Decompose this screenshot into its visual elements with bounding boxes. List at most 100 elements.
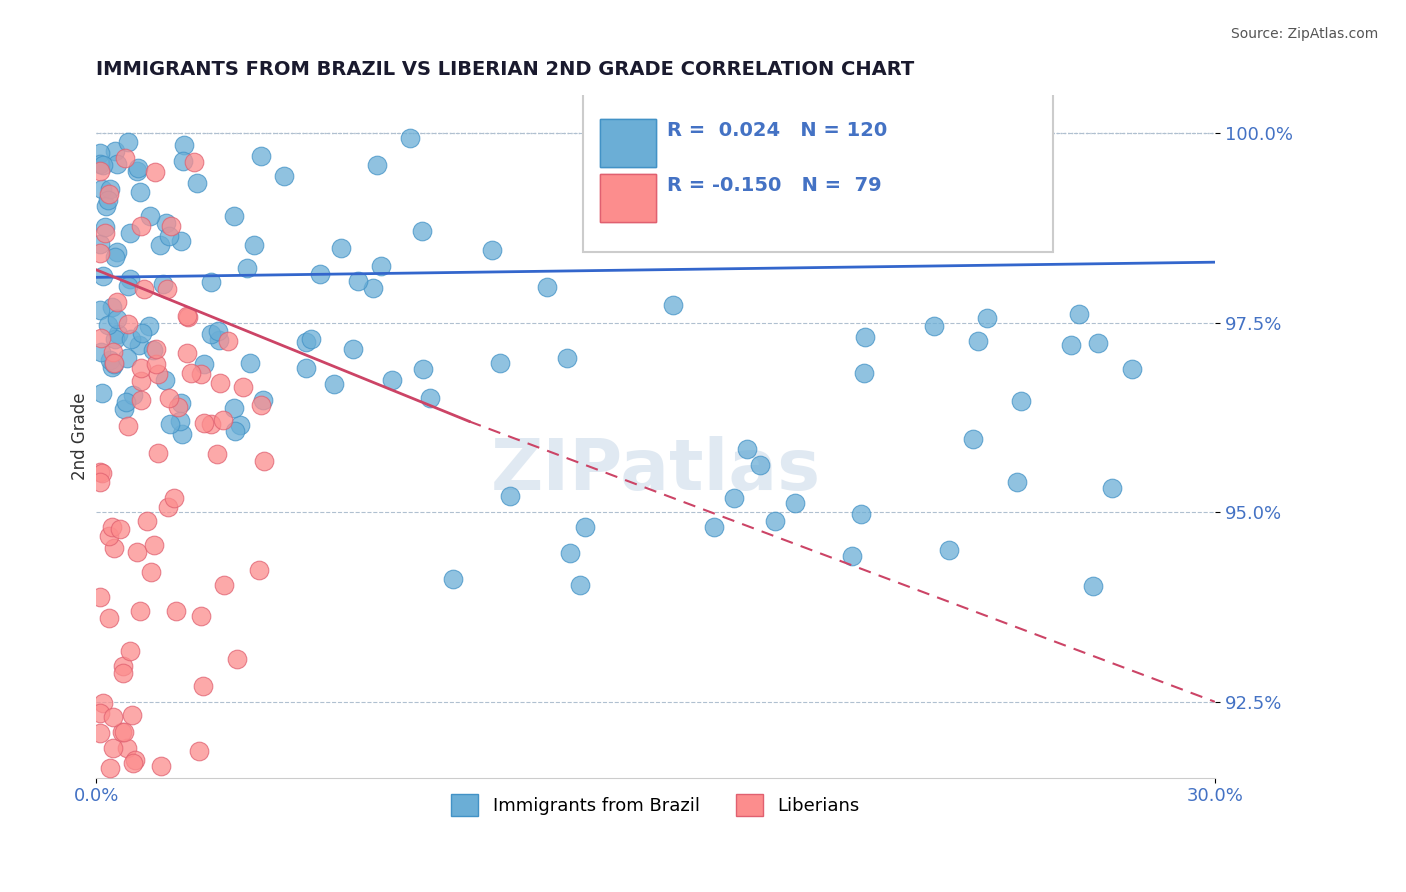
FancyBboxPatch shape (583, 75, 1053, 252)
Point (89, 726, 111, 740)
Point (249, 149, 271, 163)
Point (146, 446, 169, 460)
Point (155, 216, 177, 230)
Point (97, 187, 120, 202)
Point (90, 330, 112, 344)
Point (89, 591, 111, 605)
Point (186, 176, 208, 190)
Point (138, 319, 160, 334)
Point (412, 362, 434, 376)
Point (763, 514, 786, 528)
Point (94, 227, 117, 241)
Point (536, 280, 558, 294)
Point (104, 144, 127, 158)
Point (128, 338, 150, 352)
Point (193, 358, 215, 372)
Point (152, 277, 174, 291)
Point (117, 278, 139, 293)
Point (124, 754, 146, 768)
Point (111, 665, 134, 680)
Text: ZIPatlas: ZIPatlas (491, 436, 821, 505)
Point (214, 577, 236, 591)
Point (200, 417, 222, 431)
Point (239, 356, 262, 370)
Text: Source: ZipAtlas.com: Source: ZipAtlas.com (1230, 27, 1378, 41)
Point (105, 157, 128, 171)
Point (112, 659, 135, 673)
Point (205, 447, 228, 461)
Point (131, 326, 153, 340)
Point (89, 465, 111, 479)
Point (172, 154, 194, 169)
Point (120, 332, 142, 346)
Point (149, 237, 172, 252)
Point (117, 419, 139, 434)
Point (101, 709, 124, 723)
Point (118, 226, 141, 240)
Point (399, 130, 422, 145)
Point (97, 318, 120, 332)
Point (190, 609, 212, 624)
Point (217, 334, 239, 348)
Point (222, 210, 245, 224)
Point (145, 165, 167, 179)
Y-axis label: 2nd Grade: 2nd Grade (72, 392, 89, 480)
Point (89, 706, 111, 720)
Point (295, 334, 318, 349)
Point (851, 507, 873, 521)
Point (366, 158, 388, 172)
Point (193, 416, 215, 430)
Point (145, 343, 167, 357)
Point (103, 541, 125, 556)
Point (169, 414, 191, 428)
Point (208, 333, 231, 347)
Point (1067, 307, 1090, 321)
Point (165, 604, 187, 618)
Point (555, 351, 578, 366)
Point (224, 425, 246, 439)
Point (309, 267, 332, 281)
Point (98, 353, 121, 368)
Point (441, 572, 464, 586)
Point (94, 220, 117, 235)
Point (93, 268, 115, 283)
Point (145, 357, 167, 371)
Point (89, 475, 111, 490)
Point (207, 324, 229, 338)
Text: R = -0.150   N =  79: R = -0.150 N = 79 (666, 176, 882, 195)
Point (785, 496, 807, 510)
Point (212, 413, 235, 427)
Point (112, 402, 135, 417)
Point (127, 161, 149, 175)
Point (841, 549, 863, 564)
Point (89, 156, 111, 170)
Point (114, 152, 136, 166)
Point (105, 312, 128, 326)
Point (91, 385, 114, 400)
Point (111, 725, 134, 739)
Point (226, 652, 249, 666)
Point (101, 741, 124, 756)
Point (103, 345, 125, 359)
Point (160, 219, 183, 233)
Point (101, 300, 124, 314)
Point (131, 361, 153, 376)
Point (200, 275, 222, 289)
Point (90, 181, 112, 195)
Point (90, 466, 112, 480)
Point (170, 234, 193, 248)
Point (170, 396, 193, 410)
Point (191, 679, 214, 693)
Point (370, 259, 392, 273)
Point (107, 327, 129, 342)
Point (322, 376, 344, 391)
Point (105, 244, 128, 259)
Point (190, 368, 212, 382)
Point (132, 282, 155, 296)
Text: IMMIGRANTS FROM BRAZIL VS LIBERIAN 2ND GRADE CORRELATION CHART: IMMIGRANTS FROM BRAZIL VS LIBERIAN 2ND G… (96, 60, 914, 78)
Point (329, 241, 352, 255)
Point (104, 331, 127, 345)
Point (252, 393, 274, 408)
Point (574, 520, 596, 534)
Point (115, 740, 138, 755)
